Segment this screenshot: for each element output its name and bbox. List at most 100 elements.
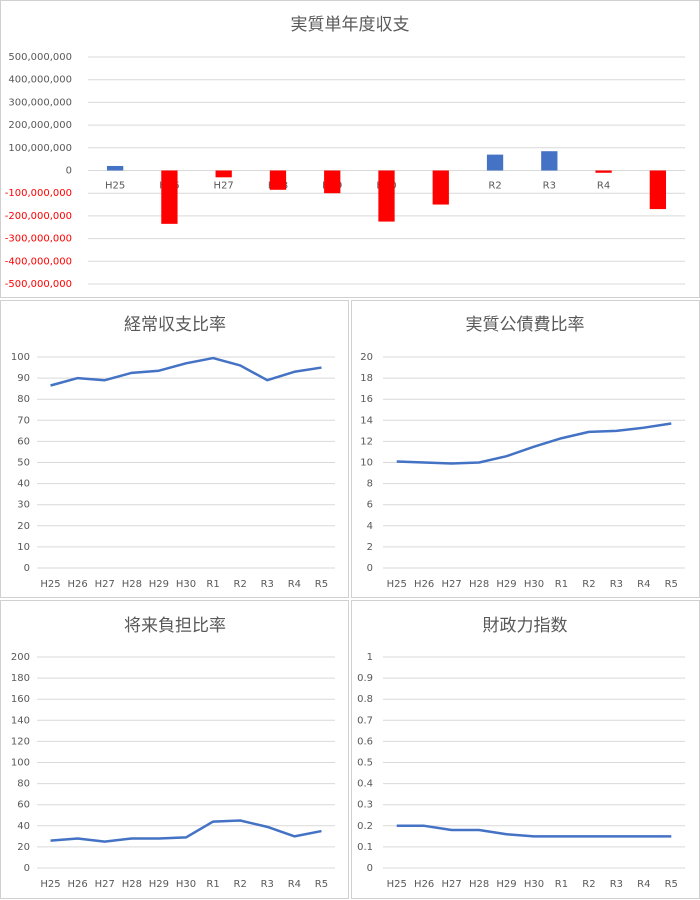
bar (106, 165, 124, 171)
y-tick-label: 0 (66, 166, 72, 177)
y-tick-label: 500,000,000 (8, 52, 72, 63)
chart-title: 実質公債費比率 (466, 315, 585, 335)
y-tick-label: 80 (17, 394, 30, 405)
panel (0, 600, 349, 899)
y-tick-label: 50 (17, 458, 30, 469)
line-series (396, 824, 672, 838)
y-tick-label: 0.3 (357, 800, 373, 811)
y-tick-label: 100 (11, 352, 30, 363)
bar (649, 170, 667, 210)
x-tick-label: H26 (68, 579, 88, 590)
x-tick-label: H29 (496, 879, 516, 890)
y-tick-label: 200 (11, 652, 30, 663)
bar (432, 170, 449, 205)
x-tick-label: H27 (442, 579, 462, 590)
x-tick-label: R5 (315, 879, 328, 890)
chart-title: 財政力指数 (483, 616, 568, 636)
x-tick-label: R5 (315, 579, 328, 590)
y-tick-label: 0 (24, 563, 30, 574)
x-tick-label: H25 (387, 579, 407, 590)
x-tick-label: R1 (206, 879, 219, 890)
y-tick-label: 100,000,000 (8, 143, 72, 154)
line-series (396, 422, 672, 465)
x-tick-label: R4 (288, 579, 301, 590)
y-tick-label: 100 (11, 758, 30, 769)
x-tick-label: R4 (597, 181, 610, 192)
chart-title: 経常収支比率 (124, 315, 226, 335)
y-tick-label: 16 (360, 394, 373, 405)
y-tick-label: 0.9 (357, 673, 373, 684)
x-tick-label: R3 (261, 579, 274, 590)
x-tick-label: H30 (176, 879, 196, 890)
x-tick-label: H29 (149, 579, 169, 590)
y-tick-label: 400,000,000 (8, 75, 72, 86)
y-tick-label: 0.5 (357, 758, 373, 769)
bar (486, 154, 504, 171)
x-tick-label: R4 (637, 879, 650, 890)
x-tick-label: H28 (469, 879, 489, 890)
bar (378, 170, 395, 222)
y-tick-label: 160 (11, 694, 30, 705)
line-series (50, 819, 322, 843)
x-tick-label: H29 (149, 879, 169, 890)
x-tick-label: H30 (524, 579, 544, 590)
y-tick-label: 200,000,000 (8, 120, 72, 131)
chart-title: 将来負担比率 (124, 616, 226, 636)
y-tick-label: -200,000,000 (5, 211, 72, 222)
y-tick-label: 0.7 (357, 715, 373, 726)
y-tick-label: 4 (367, 521, 373, 532)
x-tick-label: H25 (387, 879, 407, 890)
x-tick-label: R3 (610, 579, 623, 590)
y-tick-label: 0.6 (357, 736, 373, 747)
y-tick-label: 0 (367, 563, 373, 574)
x-tick-label: H28 (469, 579, 489, 590)
y-tick-label: 300,000,000 (8, 97, 72, 108)
y-tick-label: 10 (17, 542, 30, 553)
y-tick-label: 0.2 (357, 821, 373, 832)
y-tick-label: 0 (367, 863, 373, 874)
y-tick-label: 10 (360, 458, 373, 469)
x-tick-label: H25 (40, 879, 60, 890)
y-tick-label: 0.8 (357, 694, 373, 705)
x-tick-label: R4 (288, 879, 301, 890)
x-tick-label: H28 (122, 879, 142, 890)
x-tick-label: H26 (68, 879, 88, 890)
x-tick-label: R2 (582, 579, 595, 590)
bar (541, 151, 558, 171)
y-tick-label: 0 (24, 863, 30, 874)
panel (0, 300, 349, 598)
y-tick-label: 80 (17, 779, 30, 790)
x-tick-label: R3 (610, 879, 623, 890)
x-tick-label: H25 (105, 181, 125, 192)
y-tick-label: 6 (367, 500, 373, 511)
x-tick-label: R1 (555, 579, 568, 590)
y-tick-label: 40 (17, 479, 30, 490)
x-tick-label: H30 (176, 579, 196, 590)
x-tick-label: H27 (442, 879, 462, 890)
bar (269, 170, 287, 190)
x-tick-label: R5 (665, 879, 678, 890)
x-tick-label: H27 (95, 879, 115, 890)
y-tick-label: 14 (360, 415, 373, 426)
y-tick-label: 20 (17, 842, 30, 853)
y-tick-label: 8 (367, 479, 373, 490)
x-tick-label: R2 (234, 579, 247, 590)
y-tick-label: 2 (367, 542, 373, 553)
y-tick-label: 0.1 (357, 842, 373, 853)
bar (161, 170, 178, 224)
x-tick-label: R2 (488, 181, 501, 192)
chart-title: 実質単年度収支 (291, 15, 410, 35)
y-tick-label: 0.4 (357, 779, 373, 790)
panel (351, 600, 700, 899)
y-tick-label: 60 (17, 436, 30, 447)
x-tick-label: R2 (582, 879, 595, 890)
x-tick-label: R5 (665, 579, 678, 590)
y-tick-label: 20 (17, 521, 30, 532)
y-tick-label: -300,000,000 (5, 234, 72, 245)
x-tick-label: R1 (206, 579, 219, 590)
y-tick-label: 90 (17, 373, 30, 384)
y-tick-label: 30 (17, 500, 30, 511)
x-tick-label: H30 (524, 879, 544, 890)
x-tick-label: R3 (261, 879, 274, 890)
